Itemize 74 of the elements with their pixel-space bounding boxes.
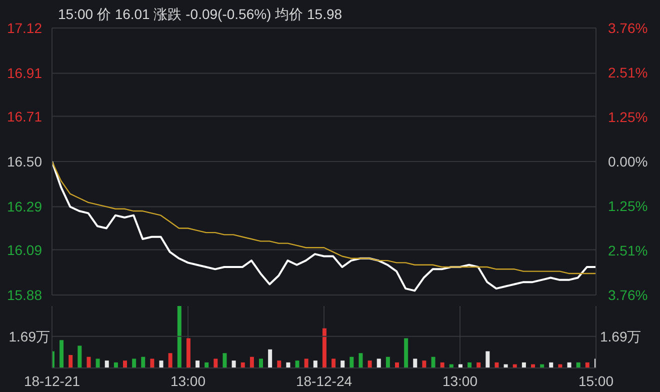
x-tick-label: 13:00	[170, 372, 206, 389]
bar	[486, 351, 490, 368]
bar	[431, 356, 436, 368]
bar	[576, 362, 580, 368]
y-tick-label: 16.71	[6, 108, 42, 124]
x-tick-label: 15:00	[578, 372, 614, 389]
bar	[386, 356, 390, 368]
bar	[214, 358, 218, 368]
x-tick-label: 13:00	[442, 372, 478, 389]
y2-tick-label: 1.25%	[608, 198, 648, 214]
bar	[222, 353, 227, 368]
y-tick-label: 16.50	[6, 154, 42, 170]
bar	[132, 358, 136, 368]
y2-tick-label: 3.76%	[608, 20, 648, 36]
y-tick-label: 17.12	[6, 20, 42, 36]
bar	[340, 360, 345, 368]
bar	[141, 356, 146, 368]
bar	[522, 362, 526, 368]
bar	[159, 360, 164, 368]
y2-tick-label: 2.51%	[608, 64, 648, 80]
bar	[332, 358, 336, 368]
bar	[177, 306, 182, 368]
bar	[368, 360, 372, 368]
bar	[286, 362, 290, 368]
y2-tick-label: 1.25%	[608, 109, 648, 126]
bar	[413, 358, 418, 368]
x-tick-label: 18-12-21	[24, 372, 80, 389]
bar	[404, 338, 408, 368]
bar	[60, 340, 64, 368]
bar	[422, 360, 426, 368]
bar	[585, 362, 590, 368]
bar	[322, 328, 326, 368]
x-tick-label: 18-12-24	[296, 372, 352, 389]
bar	[150, 358, 154, 368]
bar	[277, 360, 282, 368]
bar	[232, 360, 236, 368]
bar	[295, 360, 300, 368]
bar	[358, 353, 363, 368]
bar	[259, 358, 263, 368]
bar	[549, 362, 554, 368]
bar	[268, 349, 272, 368]
bar	[123, 360, 127, 368]
bar	[96, 358, 100, 368]
y-tick-label: 15.88	[6, 287, 42, 303]
bar	[395, 362, 399, 368]
bar	[313, 360, 318, 368]
bar	[440, 362, 444, 368]
bar	[376, 358, 381, 368]
bar	[78, 346, 82, 368]
bar	[114, 362, 118, 368]
y2-tick-label: 3.76%	[608, 287, 648, 303]
y-tick-label: 16.91	[6, 65, 42, 82]
bar	[476, 362, 481, 368]
ref-line-label: 1.69万	[8, 328, 50, 344]
bar	[240, 362, 245, 368]
y-tick-label: 16.29	[6, 198, 42, 215]
bar	[567, 362, 572, 368]
bar	[304, 358, 308, 368]
y-tick-label: 16.09	[6, 242, 42, 258]
y2-tick-label: 2.51%	[608, 242, 648, 259]
bar	[68, 354, 73, 368]
bar	[350, 356, 354, 368]
text: 1.69万	[600, 328, 642, 344]
bar	[186, 338, 190, 368]
bar	[104, 360, 109, 368]
bar	[204, 362, 209, 368]
bar	[196, 360, 200, 368]
chart-title: 15:00 价 16.01 涨跌 -0.09(-0.56%) 均价 15.98	[58, 6, 342, 24]
bar	[468, 362, 472, 368]
bar	[250, 356, 254, 368]
bar	[168, 353, 172, 368]
y2-tick-label: 0.00%	[608, 154, 648, 170]
bar	[86, 356, 91, 368]
bar	[494, 362, 499, 368]
